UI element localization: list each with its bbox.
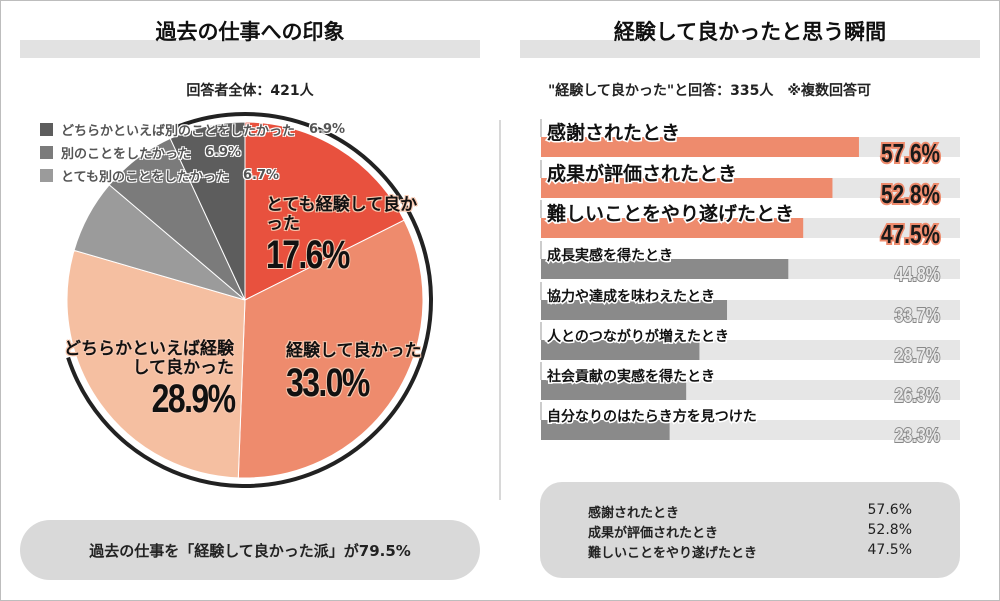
pie-slice — [237, 219, 424, 479]
bar-category-label: 自分なりのはたらき方を見つけた — [547, 408, 757, 425]
summary-value: 57.6% — [867, 502, 912, 518]
bar-value-label: 23.3% — [895, 424, 940, 446]
bar-value-label: 52.8% — [881, 180, 940, 209]
summary-value: 52.8% — [867, 522, 912, 538]
pie-slice — [169, 121, 246, 301]
legend-item: どちらかといえば別のことをしたかった 6.9% — [40, 120, 345, 139]
bar — [541, 178, 833, 198]
bar — [541, 300, 728, 320]
summary-label: 成果が評価されたとき — [588, 526, 719, 541]
bar-category-label: 成長実感を得たとき — [547, 247, 673, 264]
summary-row: 成果が評価されたとき 52.8% — [588, 522, 912, 542]
legend-item: 別のことをしたかった 6.9% — [40, 143, 241, 162]
bar-value-label: 44.8% — [895, 263, 940, 285]
legend-swatch — [40, 169, 53, 182]
right-title-band — [520, 40, 980, 58]
left-title-band — [20, 40, 480, 58]
summary-row: 感謝されたとき 57.6% — [588, 502, 912, 522]
bar — [541, 420, 670, 440]
pie-label-somewhat-good: どちらかといえば経験して良かった 28.9% — [64, 339, 236, 422]
bar-value-label: 28.7% — [895, 344, 940, 366]
pie-label-value: 17.6% — [266, 233, 350, 278]
legend-value: 6.9% — [309, 122, 346, 137]
summary-label: 感謝されたとき — [588, 506, 680, 521]
pie-slice — [66, 249, 246, 479]
pie-label-text: 経験して良かった — [286, 341, 422, 361]
bar — [541, 137, 859, 157]
bar-category-label: 成果が評価されたとき — [547, 162, 737, 185]
legend-value: 6.9% — [205, 145, 242, 160]
right-respondents: "経験して良かった"と回答：335人 ※複数回答可 — [548, 83, 872, 99]
right-title: 経験して良かったと思う瞬間 — [613, 20, 887, 44]
bar-category-label: 感謝されたとき — [547, 121, 680, 144]
pie-label-text: どちらかといえば経験して良かった — [64, 339, 234, 378]
bar — [541, 380, 687, 400]
bar-category-label: 人とのつながりが増えたとき — [547, 328, 729, 345]
pie-label-value: 28.9% — [151, 377, 235, 422]
pie-label-value: 33.0% — [286, 360, 370, 405]
right-summary: 感謝されたとき 57.6% 成果が評価されたとき 52.8% 難しいことをやり遂げた… — [540, 482, 960, 578]
legend-swatch — [40, 146, 53, 159]
summary-label: 難しいことをやり遂げたとき — [588, 546, 758, 561]
legend-label: どちらかといえば別のことをしたかった — [61, 124, 296, 139]
left-title: 過去の仕事への印象 — [155, 20, 345, 44]
bar — [541, 259, 789, 279]
summary-row: 難しいことをやり遂げたとき 47.5% — [588, 542, 912, 562]
legend-label: 別のことをしたかった — [61, 147, 192, 162]
pie-slice — [244, 121, 405, 301]
left-summary: 過去の仕事を「経験して良かった派」が79.5% — [20, 520, 480, 580]
bar — [541, 218, 804, 238]
pie-label-good: 経験して良かった 33.0% — [286, 342, 456, 405]
summary-value: 47.5% — [867, 542, 912, 558]
bar-category-label: 社会貢献の実感を得たとき — [546, 368, 715, 385]
bar-category-label: 難しいことをやり遂げたとき — [547, 202, 794, 225]
pie-label-text: とても経験して良かった — [266, 195, 418, 234]
bar — [541, 340, 700, 360]
divider — [499, 120, 501, 500]
pie-outline-arc — [66, 112, 433, 488]
legend-value: 6.7% — [242, 168, 280, 183]
bar-value-label: 47.5% — [881, 220, 940, 249]
pie-label-very-good: とても経験して良かった 17.6% — [266, 195, 426, 278]
bar-value-label: 57.6% — [881, 139, 940, 168]
bar-category-label: 協力や達成を味わえたとき — [547, 288, 715, 305]
bar-value-label: 33.7% — [895, 304, 940, 326]
left-respondents: 回答者全体：421人 — [186, 83, 314, 99]
legend-label: とても別のことをしたかった — [61, 170, 229, 185]
legend-swatch — [40, 123, 53, 136]
bar-value-label: 26.3% — [895, 384, 940, 406]
legend-item: とても別のことをしたかった 6.7% — [40, 166, 279, 185]
